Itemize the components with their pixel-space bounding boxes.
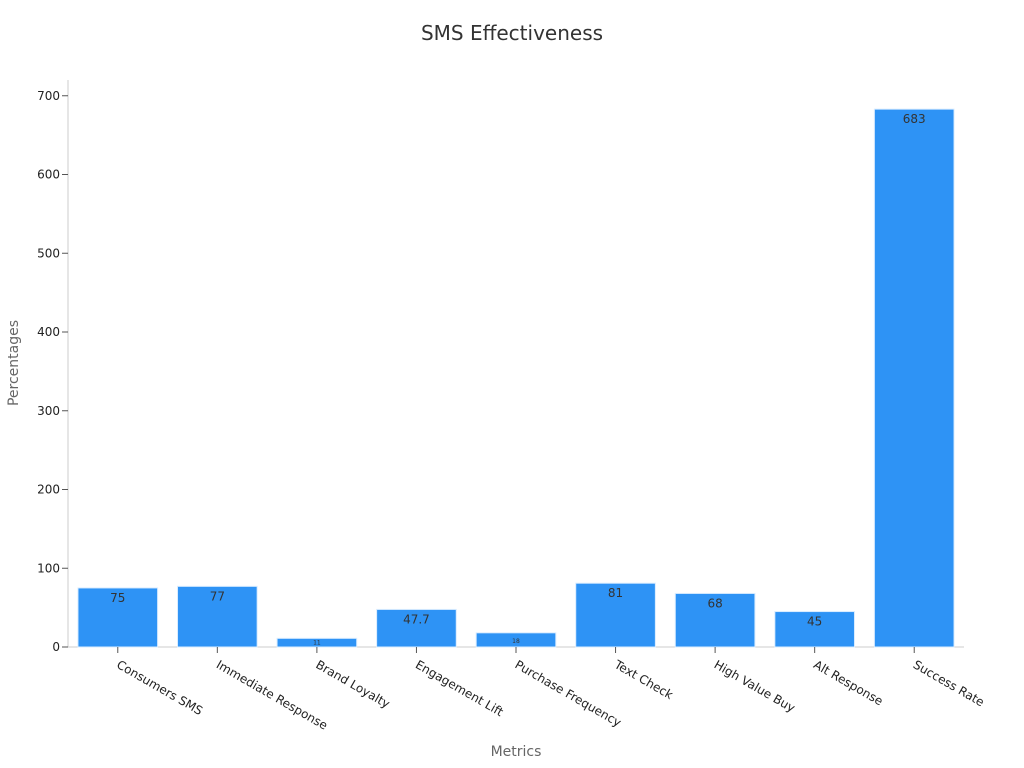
x-tick-label: Immediate Response	[214, 657, 330, 732]
bar	[674, 592, 756, 648]
bars	[77, 108, 955, 648]
x-tick-label: Alt Response	[811, 657, 885, 708]
y-tick-label: 100	[37, 561, 60, 575]
x-tick-label: High Value Buy	[712, 657, 798, 715]
bar	[77, 587, 159, 648]
y-tick-label: 200	[37, 483, 60, 497]
bar-value-label: 45	[807, 615, 822, 629]
bar-value-label: 75	[110, 591, 125, 605]
y-tick-label: 300	[37, 404, 60, 418]
bar-value-label: 683	[903, 112, 926, 126]
y-tick-label: 700	[37, 89, 60, 103]
y-tick-labels: 0 100 200 300 400 500 600 700	[37, 89, 68, 654]
y-tick-label: 0	[52, 640, 60, 654]
chart-title: SMS Effectiveness	[421, 21, 603, 45]
bar-value-label: 47.7	[403, 612, 430, 626]
x-tick-label: Text Check	[611, 657, 675, 702]
x-axis-label: Metrics	[491, 744, 542, 760]
bar	[177, 585, 258, 648]
x-tick-label: Purchase Frequency	[513, 657, 624, 729]
bar-value-label: 11	[313, 640, 321, 647]
bar	[575, 582, 656, 648]
x-tick-label: Consumers SMS	[114, 657, 205, 718]
x-tick-label: Engagement Lift	[413, 657, 506, 719]
bar-value-label: 68	[707, 596, 722, 610]
bar-value-label: 18	[512, 638, 520, 645]
y-axis-label: Percentages	[6, 320, 22, 406]
y-tick-label: 600	[37, 168, 60, 182]
bar-value-label: 81	[608, 586, 623, 600]
bar	[873, 108, 955, 648]
y-tick-label: 500	[37, 246, 60, 260]
x-tick-label: Brand Loyalty	[313, 657, 392, 711]
bar	[774, 611, 855, 648]
y-tick-label: 400	[37, 325, 60, 339]
x-tick-label: Success Rate	[911, 657, 987, 709]
bar-value-label: 77	[210, 589, 225, 603]
bar-value-labels: 75 77 11 47.7 18 81 68 45 683	[110, 112, 926, 646]
